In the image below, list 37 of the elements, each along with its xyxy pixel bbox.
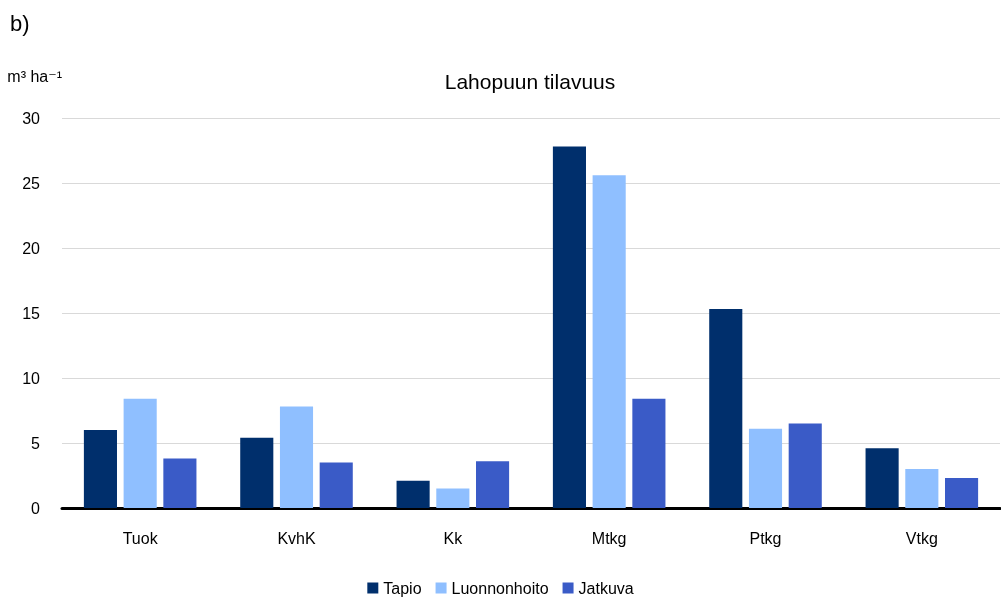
bar [748, 428, 783, 508]
bar [552, 146, 586, 508]
x-tick-label: KvhK [277, 529, 316, 547]
y-tick-label: 20 [22, 239, 41, 257]
bar [709, 309, 743, 508]
y-tick-label: 15 [22, 304, 41, 322]
legend-label: Jatkuva [578, 579, 634, 597]
x-tick-label: Vtkg [905, 529, 938, 547]
bar [632, 398, 666, 508]
y-tick-label: 5 [31, 434, 41, 452]
legend-label: Tapio [383, 579, 422, 597]
bar [592, 175, 626, 508]
legend-label: Luonnonhoito [451, 579, 549, 597]
bar [279, 406, 314, 508]
bar [788, 423, 822, 508]
text: b) [10, 10, 30, 36]
bar [865, 448, 899, 508]
bar [476, 461, 510, 508]
x-tick-label: Ptkg [749, 529, 782, 547]
y-tick-label: 25 [22, 174, 41, 192]
x-tick-label: Kk [443, 529, 464, 547]
bar [163, 458, 197, 508]
bar [123, 398, 157, 508]
bar [319, 462, 353, 508]
y-tick-label: 10 [22, 369, 41, 387]
x-tick-label: Mtkg [591, 529, 627, 547]
y-tick-label: 0 [31, 499, 41, 517]
bar [240, 437, 274, 508]
bar [396, 480, 430, 508]
y-tick-label: 30 [22, 109, 41, 127]
bar [945, 478, 979, 508]
bar [905, 469, 939, 508]
bar [83, 430, 117, 508]
chart-title: Lahopuun tilavuus [444, 70, 616, 93]
bar [436, 488, 470, 508]
y-axis-title: m³ ha⁻¹ [7, 67, 62, 85]
x-tick-label: Tuok [122, 529, 159, 547]
